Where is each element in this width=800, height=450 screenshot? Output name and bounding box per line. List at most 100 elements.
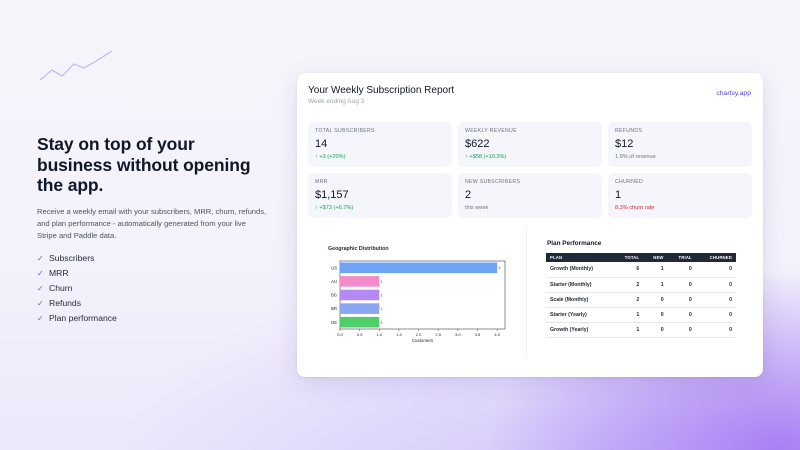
table-cell: 2 — [613, 292, 644, 308]
plan-performance-title: Plan Performance — [547, 240, 602, 247]
table-cell: 0 — [695, 277, 736, 293]
bar-value-label: 1 — [381, 307, 383, 311]
table-cell: 0 — [667, 292, 696, 308]
stat-delta: 1.9% of revenue — [615, 154, 656, 160]
stat-delta: ↑ +3 (+20%) — [315, 154, 346, 160]
table-cell: 0 — [667, 307, 696, 323]
y-tick-label: US — [331, 265, 337, 270]
x-tick-label: 1.0 — [377, 332, 383, 337]
table-cell: 1 — [613, 322, 644, 338]
column-header: TOTAL — [613, 253, 644, 262]
feature-label: MRR — [49, 268, 69, 278]
bar-br — [340, 303, 380, 314]
check-icon: ✓ — [37, 253, 44, 263]
x-tick-label: 0.0 — [337, 332, 343, 337]
table-cell: 0 — [695, 307, 736, 323]
feature-item: ✓ Plan performance — [37, 311, 267, 326]
feature-label: Subscribers — [49, 253, 95, 263]
bar-de — [340, 316, 380, 328]
stat-delta: ↑ +$73 (+6.7%) — [315, 205, 354, 211]
feature-label: Plan performance — [49, 313, 117, 323]
stat-value: 1 — [615, 189, 622, 201]
y-tick-label: BG — [331, 293, 337, 298]
bar-value-label: 1 — [381, 321, 383, 325]
stat-card-total-subscribers: Total Subscribers 14 ↑ +3 (+20%) — [308, 122, 452, 167]
geographic-distribution-chart: Geographic Distribution US 4 AU 1 BG 1 BR 1 DE 1 0… — [317, 233, 517, 355]
table-cell: Starter (Yearly) — [546, 307, 614, 323]
table-row: Growth (Yearly) 1 0 0 0 — [546, 322, 736, 338]
stat-value: 2 — [465, 189, 472, 201]
table-cell: 0 — [695, 292, 736, 308]
table-cell: 0 — [667, 262, 696, 278]
table-cell: Growth (Yearly) — [546, 322, 614, 338]
plan-performance-panel: Plan Performance PLAN TOTAL NEW TRIAL CH… — [533, 233, 753, 355]
stat-label: Weekly Revenue — [465, 128, 517, 134]
panel-divider — [526, 228, 527, 356]
table-header-row: PLAN TOTAL NEW TRIAL CHURNED — [546, 253, 736, 262]
table-cell: 0 — [695, 262, 736, 278]
table-cell: 0 — [643, 322, 668, 338]
stat-value: $12 — [615, 138, 634, 150]
y-tick-label: DE — [331, 320, 337, 325]
table-cell: 0 — [667, 277, 696, 293]
stat-card-new-subscribers: New Subscribers 2 this week — [458, 173, 602, 218]
stat-label: Churned — [615, 179, 644, 185]
check-icon: ✓ — [37, 298, 44, 308]
bar-value-label: 1 — [381, 280, 383, 284]
x-axis-label: Customers — [412, 338, 434, 343]
hero-description: Receive a weekly email with your subscri… — [37, 206, 267, 240]
stat-card-mrr: MRR $1,157 ↑ +$73 (+6.7%) — [308, 173, 452, 218]
x-tick-label: 2.0 — [416, 332, 422, 337]
table-cell: 0 — [667, 322, 696, 338]
geo-chart-svg: US 4 AU 1 BG 1 BR 1 DE 1 0.0 0.5 1.0 1.5 2.0 2.5 3.0 3.5 4… — [331, 260, 506, 343]
x-tick-label: 2.5 — [435, 332, 441, 337]
hero-headline: Stay on top of your business without ope… — [37, 134, 251, 195]
x-tick-label: 3.5 — [475, 332, 481, 337]
feature-list: ✓ Subscribers ✓ MRR ✓ Churn ✓ Refunds ✓ Plan … — [37, 251, 267, 326]
table-cell: Starter (Monthly) — [546, 277, 614, 293]
stat-delta: 8.3% churn rate — [615, 205, 655, 211]
hero-section: Stay on top of your business without ope… — [37, 134, 267, 326]
brand-link[interactable]: chartsy.app — [716, 90, 751, 97]
feature-item: ✓ Churn — [37, 281, 267, 296]
table-cell: Scale (Monthly) — [546, 292, 614, 308]
feature-label: Refunds — [49, 298, 82, 308]
column-header: PLAN — [546, 253, 614, 262]
table-cell: 1 — [613, 307, 644, 323]
bar-value-label: 4 — [499, 266, 501, 270]
report-title: Your Weekly Subscription Report — [308, 85, 455, 96]
stat-label: Total Subscribers — [315, 128, 375, 134]
table-row: Growth (Monthly) 6 1 0 0 — [546, 262, 736, 278]
table-row: Scale (Monthly) 2 0 0 0 — [546, 292, 736, 308]
bar-bg — [340, 289, 380, 301]
column-header: TRIAL — [667, 253, 696, 262]
column-header: CHURNED — [695, 253, 736, 262]
feature-item: ✓ Subscribers — [37, 251, 267, 266]
check-icon: ✓ — [37, 268, 44, 278]
check-icon: ✓ — [37, 283, 44, 293]
check-icon: ✓ — [37, 313, 44, 323]
report-subtitle: Week ending Aug 3 — [308, 98, 365, 105]
table-cell: 6 — [613, 262, 644, 278]
stat-label: New Subscribers — [465, 179, 521, 185]
table-row: Starter (Monthly) 2 1 0 0 — [546, 277, 736, 293]
table-cell: 0 — [643, 292, 668, 308]
plan-performance-table: PLAN TOTAL NEW TRIAL CHURNED Growth (Mon… — [546, 253, 736, 338]
stat-card-refunds: Refunds $12 1.9% of revenue — [608, 122, 752, 167]
table-cell: Growth (Monthly) — [546, 262, 614, 278]
bar-value-label: 1 — [381, 293, 383, 297]
table-cell: 1 — [643, 277, 668, 293]
table-cell: 1 — [643, 262, 668, 278]
stat-label: MRR — [315, 179, 328, 185]
table-cell: 2 — [613, 277, 644, 293]
y-tick-label: BR — [331, 306, 337, 311]
y-tick-label: AU — [331, 279, 337, 284]
stat-card-weekly-revenue: Weekly Revenue $622 ↑ +$58 (+10.3%) — [458, 122, 602, 167]
x-tick-label: 1.5 — [396, 332, 402, 337]
stat-value: 14 — [315, 138, 328, 150]
stat-delta: this week — [465, 205, 489, 211]
stat-label: Refunds — [615, 128, 643, 134]
table-cell: 0 — [643, 307, 668, 323]
table-cell: 0 — [695, 322, 736, 338]
feature-item: ✓ MRR — [37, 266, 267, 281]
